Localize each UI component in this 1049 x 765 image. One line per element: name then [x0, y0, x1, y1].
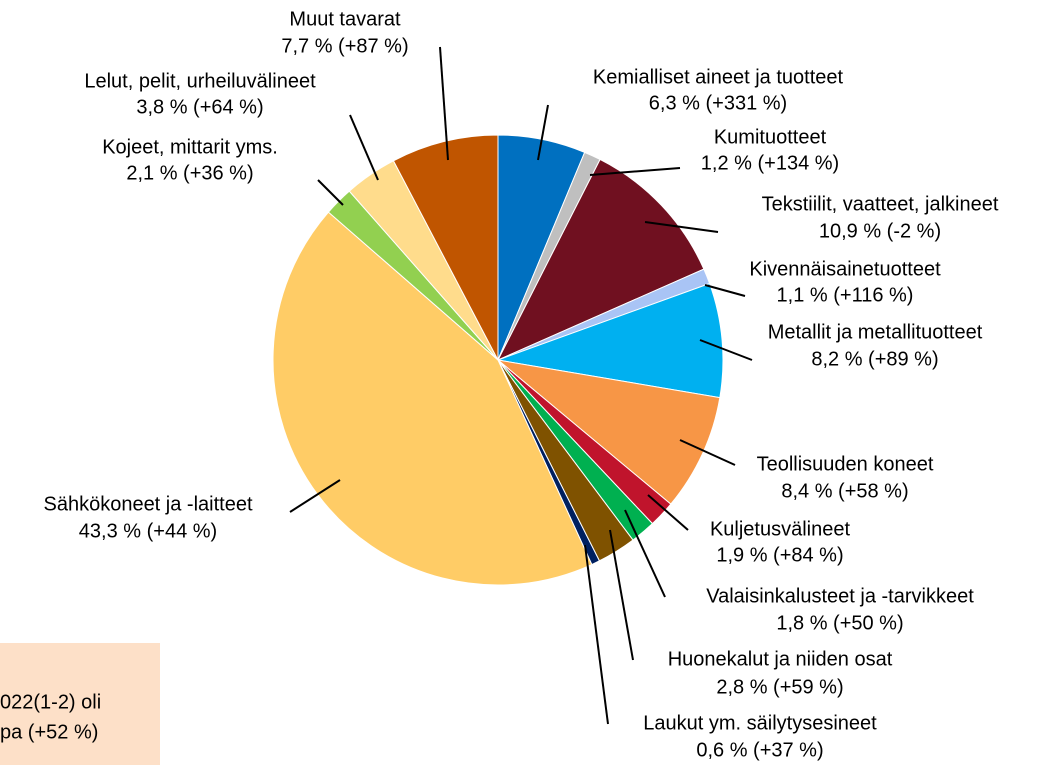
slice-label: Lelut, pelit, urheiluvälineet: [84, 70, 316, 92]
pie-slice: [496, 359, 721, 505]
leader-line: [624, 509, 666, 598]
slice-value-label: 3,8 % (+64 %): [136, 96, 263, 118]
leader-line: [699, 339, 753, 361]
leader-line: [609, 529, 634, 661]
leader-line: [647, 494, 689, 531]
slice-label: Laukut ym. säilytysesineet: [643, 712, 877, 734]
slice-label: Kojeet, mittarit yms.: [102, 136, 278, 158]
slice-value-label: 6,3 % (+331 %): [649, 92, 787, 114]
slice-value-label: 43,3 % (+44 %): [79, 520, 217, 542]
slice-label: Huonekalut ja niiden osat: [668, 648, 893, 670]
leader-line: [349, 114, 379, 181]
slice-value-label: 2,1 % (+36 %): [126, 162, 253, 184]
leader-line: [439, 46, 449, 161]
slice-value-label: 8,2 % (+89 %): [811, 348, 938, 370]
slice-value-label: 1,1 % (+116 %): [777, 284, 914, 306]
slice-value-label: 0,6 % (+37 %): [696, 739, 823, 761]
leader-line: [704, 284, 746, 297]
slice-value-label: 1,9 % (+84 %): [716, 544, 843, 566]
slice-value-label: 7,7 % (+87 %): [281, 35, 408, 57]
leader-line: [537, 104, 549, 161]
slice-value-label: 8,4 % (+58 %): [781, 480, 908, 502]
slice-label: Kuljetusvälineet: [710, 518, 851, 540]
leader-line: [584, 544, 609, 725]
slice-label: Kumituotteet: [714, 126, 827, 148]
annotation-box: [0, 643, 160, 765]
slice-value-label: 1,8 % (+50 %): [776, 612, 903, 634]
slice-value-label: 10,9 % (-2 %): [819, 220, 941, 242]
leader-line: [589, 167, 681, 176]
slice-label: Valaisinkalusteet ja -tarvikkeet: [706, 585, 974, 607]
slice-label: Sähkökoneet ja -laitteet: [43, 493, 252, 515]
leader-line: [644, 221, 719, 233]
annotation-line: 022(1-2) oli: [0, 691, 101, 713]
slice-label: Teollisuuden koneet: [757, 453, 934, 475]
annotation-line: pa (+52 %): [0, 721, 98, 743]
pie-slice: [496, 158, 705, 362]
leader-line: [289, 479, 341, 513]
slice-label: Kemialliset aineet ja tuotteet: [593, 66, 844, 88]
slice-label: Muut tavarat: [289, 8, 401, 30]
slice-label: Tekstiilit, vaatteet, jalkineet: [762, 193, 999, 215]
pie-slice: [392, 134, 499, 361]
leader-line: [317, 179, 344, 206]
slice-value-label: 2,8 % (+59 %): [716, 676, 843, 698]
slice-value-label: 1,2 % (+134 %): [701, 152, 839, 174]
slice-label: Metallit ja metallituotteet: [768, 321, 983, 343]
slice-label: Kivennäisainetuotteet: [749, 258, 941, 280]
leader-line: [679, 439, 736, 466]
